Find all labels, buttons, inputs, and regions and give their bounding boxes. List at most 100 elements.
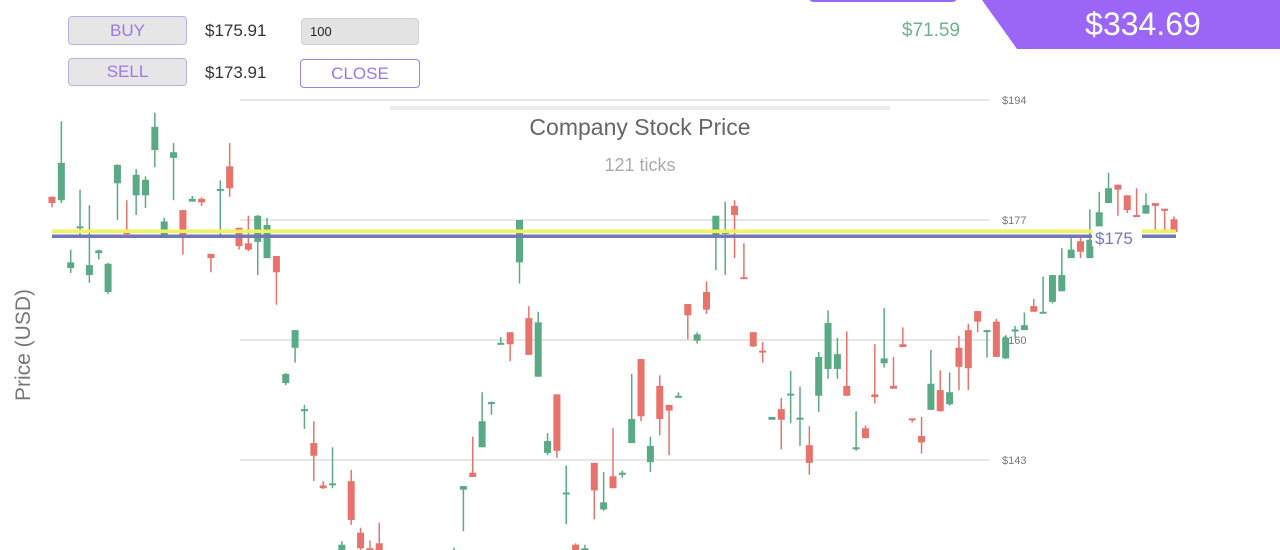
candle-body [1002,337,1010,359]
candle-body [1105,188,1113,204]
candle-body [805,445,813,463]
candle-body [487,402,495,405]
candle-body [1048,275,1056,302]
candle-body [170,152,178,158]
candle-body [1058,275,1066,292]
candle-body [693,334,701,341]
candle-body [207,253,215,259]
candle-body [955,347,963,367]
candle-body [880,358,888,364]
candle-body [179,210,187,235]
candle-body [684,304,692,316]
candle-body [927,383,935,410]
quantity-input[interactable] [301,18,419,45]
candle-body [861,428,869,439]
candle-body [674,395,682,398]
candle-body [310,443,318,456]
candle-body [516,220,523,263]
candle-body [357,532,365,549]
candle-body [534,322,542,377]
candle-body [375,543,383,550]
chart-title: Company Stock Price [529,114,751,140]
candle-body [1114,184,1122,190]
price-line-label: $175 [1095,229,1133,248]
candle-body [759,350,767,353]
title-underline [390,106,890,110]
candle-body [525,318,533,355]
candle-body [160,221,168,235]
candle-body [974,311,982,322]
candle-body [478,421,486,448]
candle-body [226,166,234,189]
candle-body [600,502,608,510]
candle-body [890,385,897,389]
candle-body [104,263,112,292]
candle-body [703,292,710,310]
candle-body [871,394,879,398]
chart-subtitle: 121 ticks [604,155,676,175]
candle-body [1067,249,1075,259]
candle-body [562,492,570,495]
candle-body [712,215,720,237]
candle-body [67,262,75,268]
candle-body [198,198,206,203]
candle-body [300,409,308,412]
candle-body [852,447,860,450]
candle-body [1161,208,1169,211]
candle-body [1151,203,1159,206]
buy-button[interactable]: BUY [68,16,187,45]
candle-body [272,256,280,273]
candle-body [544,440,552,453]
candle-body [85,265,93,276]
top-menu-button[interactable] [808,0,958,2]
candle-body [497,342,505,345]
candle-body [918,436,926,443]
candle-body [1123,195,1131,211]
candle-body [263,224,271,259]
balance-banner [982,0,1280,49]
candle-body [590,462,598,491]
candle-body [151,126,159,151]
y-tick-label: $194 [1002,95,1026,107]
sell-price: $173.91 [205,63,267,82]
candle-body [319,485,327,489]
candle-body [338,544,346,550]
candle-body [768,416,776,420]
profit-loss: $71.59 [901,20,960,41]
candle-body [1011,329,1019,332]
candle-body [964,330,972,369]
candle-body [731,205,739,216]
y-tick-label: $177 [1002,215,1026,227]
candle-body [992,321,1000,357]
candle-body [796,417,804,420]
candle-body [48,196,56,204]
candle-body [329,483,336,486]
sell-button[interactable]: SELL [68,58,187,86]
candle-body [1086,239,1094,259]
account-balance: $334.69 [1085,6,1201,42]
candle-body [646,445,654,463]
candle-body [899,344,907,348]
candle-body [244,243,252,250]
candle-body [254,215,262,242]
candle-body [553,394,561,451]
candle-body [142,179,149,196]
y-tick-label: $143 [1002,455,1026,467]
candle-body [1039,311,1047,314]
candle-body [740,277,748,280]
candle-body [282,373,290,384]
candle-body [824,323,832,369]
close-position-button[interactable]: CLOSE [300,59,420,88]
candle-body [1077,241,1084,252]
candle-body [469,472,477,477]
candle-body [291,330,299,348]
candle-body [95,250,103,254]
candle-body [506,332,514,345]
candle-body [908,418,916,421]
candle-body [113,164,121,184]
price-line-label-bg [1092,228,1142,247]
candle-body [347,481,355,520]
candle-body [656,385,664,420]
candle-body [609,476,617,489]
